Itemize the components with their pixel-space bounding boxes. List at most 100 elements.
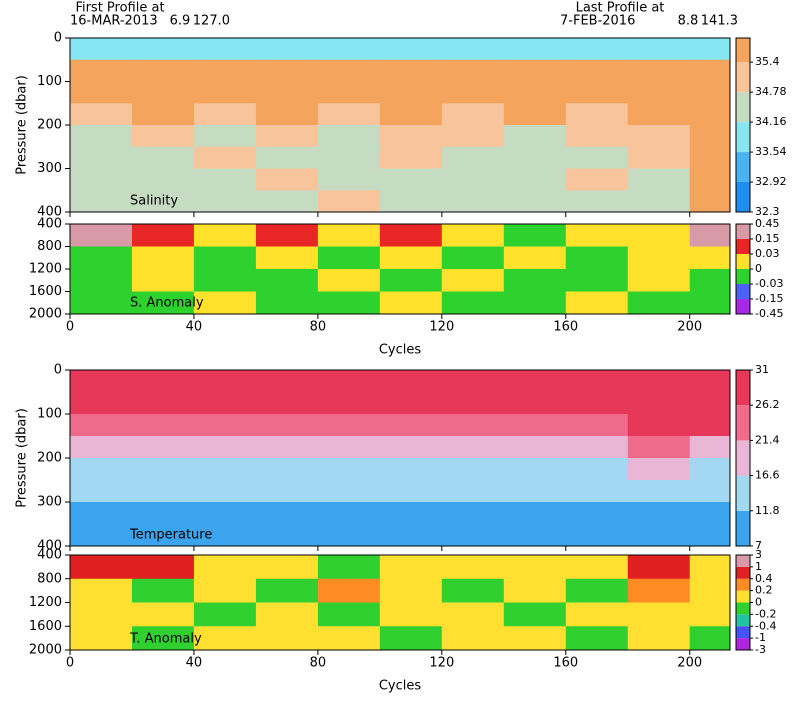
heat-cell bbox=[255, 458, 319, 481]
heat-cell bbox=[441, 392, 505, 415]
x-tick-label: 80 bbox=[310, 320, 327, 335]
heat-cell bbox=[379, 190, 443, 213]
colorbar-tick-label: 26.2 bbox=[755, 398, 780, 411]
heat-cell bbox=[503, 524, 567, 547]
heat-cell bbox=[193, 602, 257, 627]
y-tick-label: 800 bbox=[37, 571, 62, 586]
heat-cell bbox=[131, 414, 195, 437]
heat-cell bbox=[441, 436, 505, 459]
heat-cell bbox=[689, 458, 731, 481]
x-tick-label: 120 bbox=[429, 656, 454, 671]
heat-cell bbox=[193, 190, 257, 213]
heat-cell bbox=[317, 59, 381, 82]
heat-cell bbox=[255, 38, 319, 61]
colorbar-segment bbox=[736, 475, 750, 511]
heat-cell bbox=[131, 578, 195, 603]
heat-cell bbox=[503, 59, 567, 82]
heat-cell bbox=[193, 392, 257, 415]
heat-cell bbox=[379, 269, 443, 292]
colorbar-segment bbox=[736, 555, 750, 567]
heat-cell bbox=[193, 578, 257, 603]
x-axis-label: Cycles bbox=[379, 679, 422, 694]
colorbar-segment bbox=[736, 405, 750, 441]
heat-cell bbox=[689, 370, 731, 393]
heat-cell bbox=[689, 436, 731, 459]
heat-cell bbox=[565, 502, 629, 525]
x-tick-label: 160 bbox=[553, 320, 578, 335]
colorbar-tick-label: 0.15 bbox=[755, 232, 780, 245]
heat-cell bbox=[255, 81, 319, 104]
panel-title: Temperature bbox=[129, 528, 212, 543]
heat-cell bbox=[379, 370, 443, 393]
heat-cell bbox=[70, 59, 133, 82]
panel-title: Salinity bbox=[130, 194, 178, 209]
heat-cell bbox=[193, 555, 257, 580]
heat-cell bbox=[70, 578, 133, 603]
heat-cell bbox=[627, 370, 691, 393]
heat-cell bbox=[131, 59, 195, 82]
heat-cell bbox=[689, 246, 731, 270]
heat-cell bbox=[627, 224, 691, 247]
colorbar-tick-label: 34.78 bbox=[755, 85, 787, 98]
heat-cell bbox=[131, 81, 195, 104]
heat-cell bbox=[627, 146, 691, 169]
heat-cell bbox=[441, 146, 505, 169]
heat-cell bbox=[193, 626, 257, 651]
heat-cell bbox=[565, 291, 629, 315]
colorbar-segment bbox=[736, 62, 750, 93]
heat-cell bbox=[317, 602, 381, 627]
heat-cell bbox=[503, 578, 567, 603]
heat-cell bbox=[627, 59, 691, 82]
heat-cell bbox=[565, 458, 629, 481]
heat-cell bbox=[689, 81, 731, 104]
heat-cell bbox=[441, 458, 505, 481]
heat-cell bbox=[627, 392, 691, 415]
heat-cell bbox=[255, 370, 319, 393]
first-lat: 6.9 bbox=[170, 14, 191, 29]
heat-cell bbox=[317, 502, 381, 525]
heat-cell bbox=[70, 555, 133, 580]
heat-cell bbox=[193, 370, 257, 393]
x-tick-label: 120 bbox=[429, 320, 454, 335]
heat-cell bbox=[503, 168, 567, 191]
heat-cell bbox=[565, 626, 629, 651]
colorbar-segment bbox=[736, 626, 750, 639]
colorbar-tick-label: 33.54 bbox=[755, 145, 787, 158]
heat-cell bbox=[70, 103, 133, 126]
heat-cell bbox=[131, 370, 195, 393]
heat-cell bbox=[255, 246, 319, 270]
heat-cell bbox=[255, 392, 319, 415]
heat-cell bbox=[503, 81, 567, 104]
heat-cell bbox=[193, 436, 257, 459]
heat-cell bbox=[70, 502, 133, 525]
heat-cell bbox=[193, 246, 257, 270]
colorbar-segment bbox=[736, 590, 750, 603]
heat-cell bbox=[441, 602, 505, 627]
heat-cell bbox=[379, 458, 443, 481]
last-lon: 141.3 bbox=[701, 14, 738, 29]
heat-cell bbox=[70, 146, 133, 169]
heat-cell bbox=[255, 224, 319, 247]
heat-cell bbox=[441, 291, 505, 315]
heat-cell bbox=[317, 81, 381, 104]
heat-cell bbox=[689, 291, 731, 315]
heat-cell bbox=[255, 59, 319, 82]
heat-cell bbox=[317, 246, 381, 270]
y-tick-label: 1600 bbox=[29, 284, 62, 299]
heat-cell bbox=[689, 414, 731, 437]
y-tick-label: 2000 bbox=[29, 307, 62, 322]
heat-cell bbox=[70, 458, 133, 481]
x-tick-label: 200 bbox=[677, 656, 702, 671]
colorbar-segment bbox=[736, 578, 750, 591]
heat-cell bbox=[503, 125, 567, 148]
heat-cell bbox=[503, 370, 567, 393]
colorbar-segment bbox=[736, 239, 750, 254]
colorbar-frame bbox=[735, 37, 751, 213]
heat-cell bbox=[627, 458, 691, 481]
heat-cell bbox=[317, 414, 381, 437]
heat-cell bbox=[627, 626, 691, 651]
heat-cell bbox=[379, 392, 443, 415]
y-tick-label: 400 bbox=[37, 217, 62, 232]
heat-cell bbox=[441, 578, 505, 603]
heat-cell bbox=[441, 555, 505, 580]
